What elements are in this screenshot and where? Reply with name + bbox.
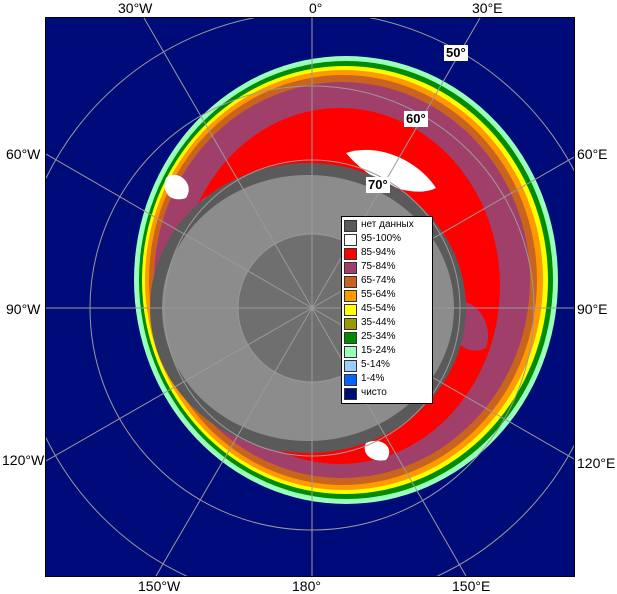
lon-label-90e: 90°E bbox=[577, 301, 608, 317]
lon-label-30w: 30°W bbox=[118, 0, 153, 16]
lon-label-30e: 30°E bbox=[472, 0, 503, 16]
map-canvas bbox=[46, 18, 574, 576]
lon-label-90w: 90°W bbox=[6, 301, 41, 317]
lon-label-150w: 150°W bbox=[138, 578, 181, 594]
legend-item: 55-64% bbox=[344, 289, 430, 303]
legend-item: 25-34% bbox=[344, 331, 430, 345]
legend-swatch bbox=[344, 388, 357, 400]
legend-item: нет данных bbox=[344, 219, 430, 233]
lat-label-50: 50° bbox=[444, 45, 468, 61]
legend-item: 65-74% bbox=[344, 275, 430, 289]
legend-label: 35-44% bbox=[361, 317, 396, 328]
legend-swatch bbox=[344, 318, 357, 330]
lon-label-60w: 60°W bbox=[6, 146, 41, 162]
legend-swatch bbox=[344, 360, 357, 372]
legend-swatch bbox=[344, 290, 357, 302]
legend-item: 5-14% bbox=[344, 359, 430, 373]
legend-swatch bbox=[344, 262, 357, 274]
lon-label-120w: 120°W bbox=[2, 452, 45, 468]
legend-item: 85-94% bbox=[344, 247, 430, 261]
lat-label-60: 60° bbox=[404, 111, 428, 127]
legend-label: 95-100% bbox=[361, 233, 402, 244]
ice-band-95-100 bbox=[164, 174, 189, 200]
legend-item: чисто bbox=[344, 387, 430, 401]
legend-item: 95-100% bbox=[344, 233, 430, 247]
legend-swatch bbox=[344, 220, 357, 232]
legend-label: 5-14% bbox=[361, 359, 390, 370]
legend-label: 75-84% bbox=[361, 261, 396, 272]
legend-label: 15-24% bbox=[361, 345, 396, 356]
legend-swatch bbox=[344, 276, 357, 288]
legend-label: 1-4% bbox=[361, 373, 385, 384]
legend-swatch bbox=[344, 346, 357, 358]
legend-label: 45-54% bbox=[361, 303, 396, 314]
legend-label: нет данных bbox=[361, 219, 414, 230]
map-legend: нет данных 95-100% 85-94% 75-84% 65-74% 55-64… bbox=[341, 216, 433, 404]
ice-band-95-100 bbox=[364, 440, 390, 461]
lon-label-60e: 60°E bbox=[577, 146, 608, 162]
legend-label: чисто bbox=[361, 387, 387, 398]
sea-ice-map bbox=[45, 17, 575, 577]
legend-item: 75-84% bbox=[344, 261, 430, 275]
legend-swatch bbox=[344, 248, 357, 260]
legend-label: 85-94% bbox=[361, 247, 396, 258]
lon-label-150e: 150°E bbox=[452, 578, 491, 594]
legend-label: 55-64% bbox=[361, 289, 396, 300]
legend-item: 45-54% bbox=[344, 303, 430, 317]
lon-label-120e: 120°E bbox=[577, 455, 616, 471]
lat-label-70: 70° bbox=[366, 177, 390, 193]
legend-label: 25-34% bbox=[361, 331, 396, 342]
legend-item: 1-4% bbox=[344, 373, 430, 387]
lon-label-0: 0° bbox=[309, 0, 323, 16]
legend-item: 15-24% bbox=[344, 345, 430, 359]
legend-swatch bbox=[344, 332, 357, 344]
legend-swatch bbox=[344, 374, 357, 386]
legend-swatch bbox=[344, 234, 357, 246]
legend-item: 35-44% bbox=[344, 317, 430, 331]
south-america-land bbox=[46, 178, 106, 248]
legend-label: 65-74% bbox=[361, 275, 396, 286]
legend-swatch bbox=[344, 304, 357, 316]
lon-label-180: 180° bbox=[292, 578, 321, 594]
